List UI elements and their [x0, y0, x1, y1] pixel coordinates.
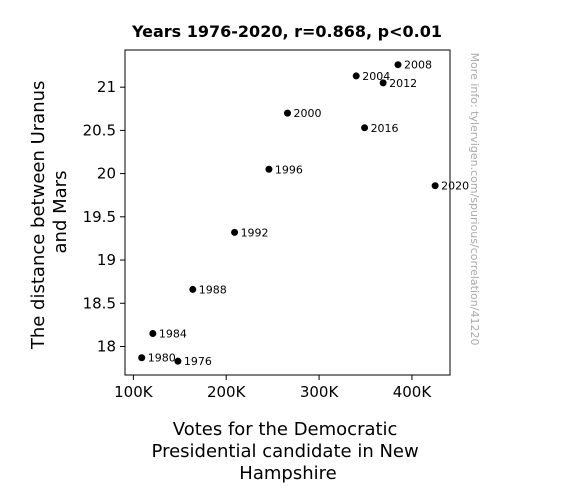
x-tick-label: 100K [114, 383, 154, 401]
y-tick-label: 20 [97, 165, 116, 183]
data-point [174, 357, 182, 365]
y-tick-label: 21 [97, 78, 116, 96]
data-point-label: 1988 [199, 283, 227, 296]
y-tick-label: 20.5 [83, 121, 116, 139]
data-point-label: 1984 [159, 328, 187, 341]
data-point-label: 2008 [404, 59, 432, 72]
data-point-label: 1980 [148, 352, 176, 365]
data-point-label: 2000 [294, 107, 322, 120]
data-point [149, 330, 157, 338]
y-tick-label: 18 [97, 337, 116, 355]
watermark-text: More info: tylervigen.com/spurious/corre… [468, 53, 481, 346]
data-point [431, 182, 439, 190]
y-tick-label: 18.5 [83, 294, 116, 312]
data-point [265, 165, 273, 173]
data-point-label: 1976 [184, 355, 212, 368]
data-point-label: 1992 [241, 226, 269, 239]
plot-area [124, 49, 451, 376]
data-point [231, 228, 239, 236]
data-point [189, 285, 197, 293]
data-point-label: 2016 [371, 122, 399, 135]
data-point [379, 79, 387, 87]
data-point [352, 72, 360, 80]
x-axis-label-line-2: Presidential candidate in New [152, 441, 419, 462]
data-point-label: 1996 [275, 163, 303, 176]
x-tick-label: 200K [207, 383, 247, 401]
plot-border [124, 49, 451, 376]
y-tick-label: 19.5 [83, 208, 116, 226]
data-point-label: 2012 [389, 77, 417, 90]
data-points: 1976198019841988199219962000200420082012… [138, 59, 469, 368]
y-axis-label-line-1: The distance between Uranus [28, 81, 49, 351]
data-point [138, 354, 146, 362]
data-point [394, 61, 402, 69]
chart-title: Years 1976-2020, r=0.868, p<0.01 [131, 22, 442, 41]
data-point [361, 124, 369, 132]
y-axis: 18 18.5 19 19.5 20 20.5 21 [83, 78, 125, 355]
x-axis-label: Votes for the Democratic Presidential ca… [152, 419, 425, 484]
x-axis-label-line-1: Votes for the Democratic [173, 419, 398, 440]
x-axis: 100K 200K 300K 400K [114, 375, 432, 401]
y-tick-label: 19 [97, 251, 116, 269]
x-tick-label: 300K [300, 383, 340, 401]
data-point-label: 2020 [441, 180, 469, 193]
y-axis-label-line-2: and Mars [50, 171, 71, 254]
x-axis-label-line-3: Hampshire [239, 463, 336, 484]
y-axis-label: The distance between Uranus and Mars [28, 75, 71, 350]
x-tick-label: 400K [393, 383, 433, 401]
data-point [284, 109, 291, 117]
